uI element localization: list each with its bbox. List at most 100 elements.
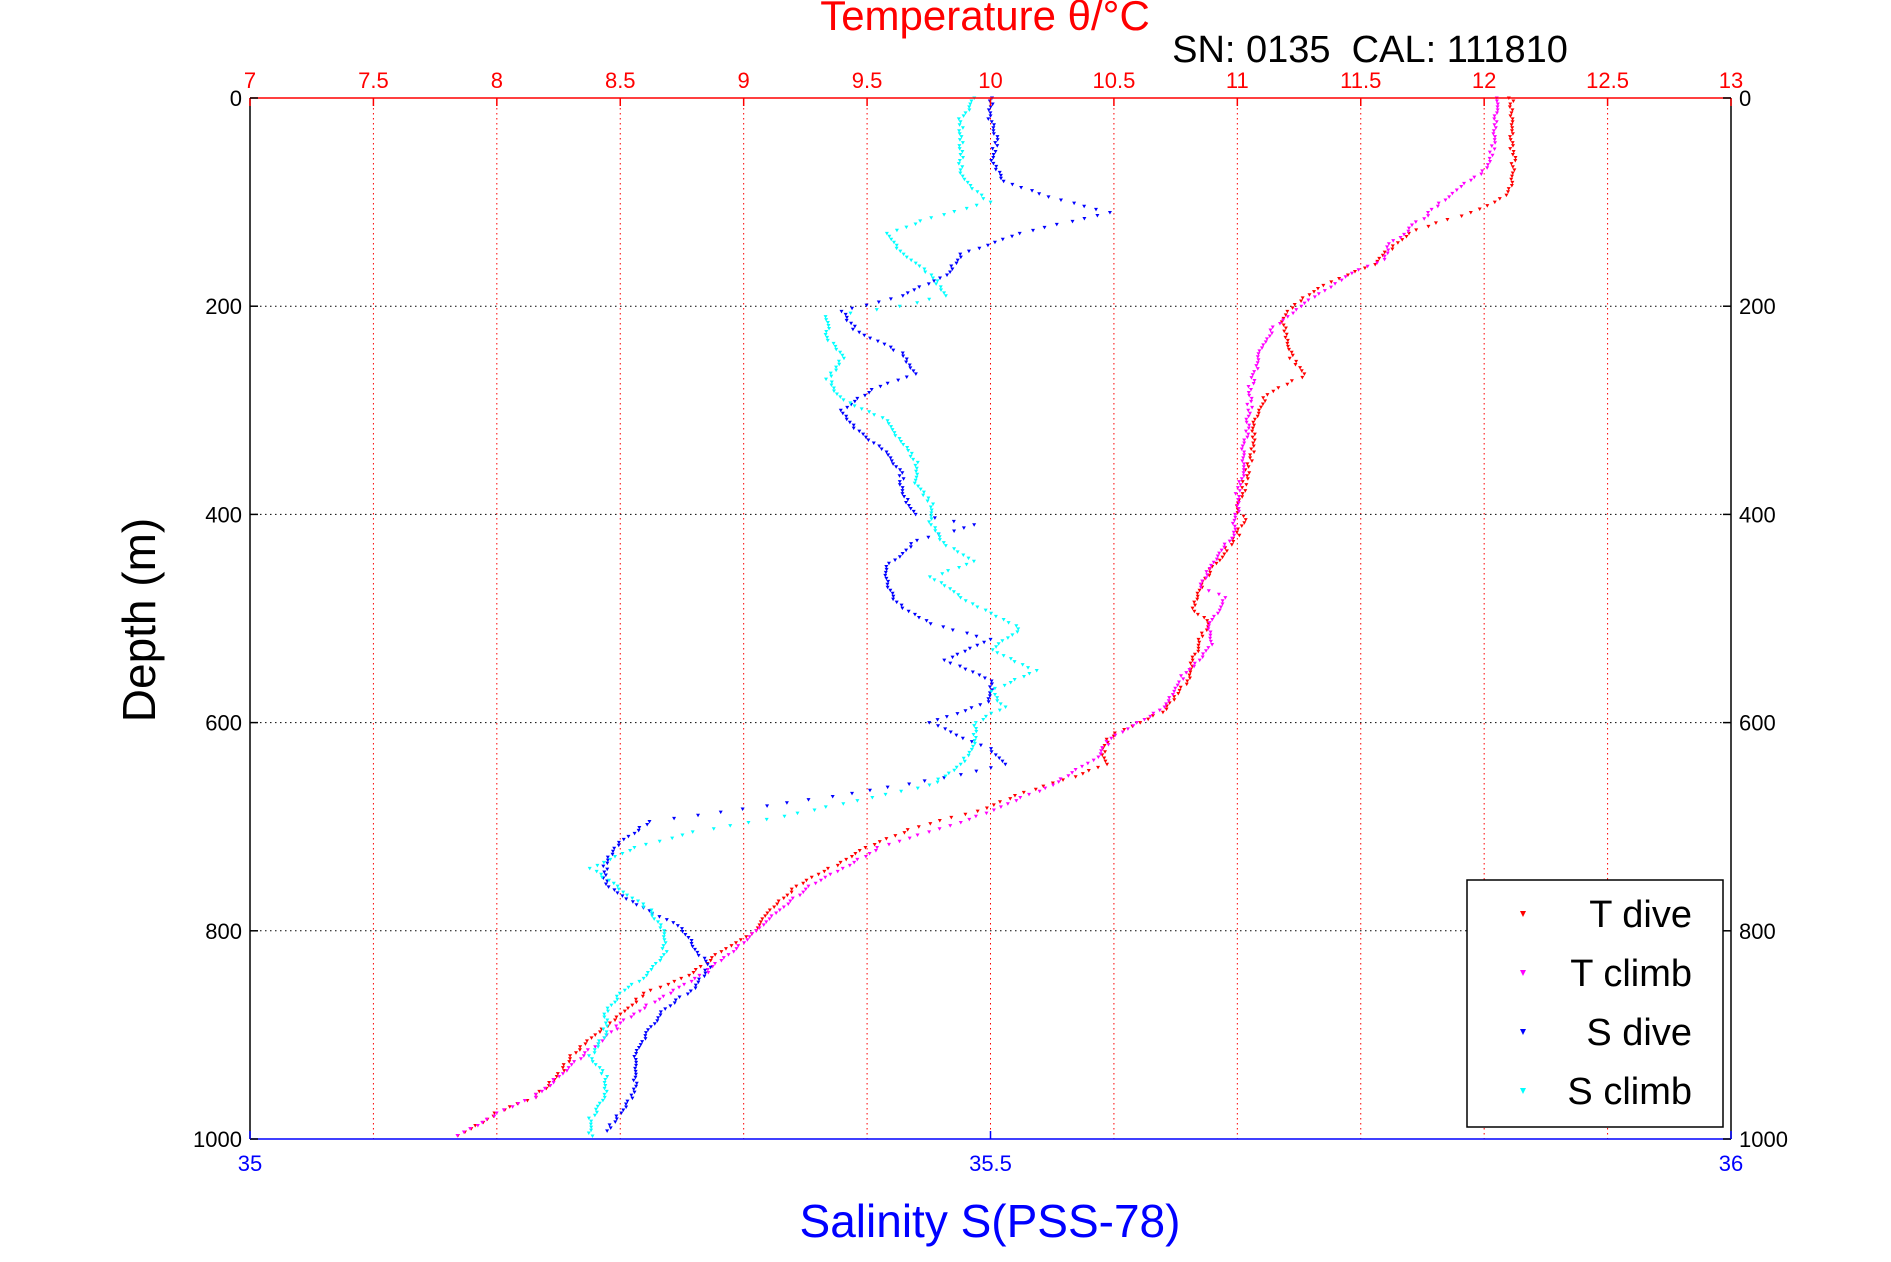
data-point — [991, 126, 996, 130]
data-point — [605, 861, 610, 866]
data-point — [781, 905, 786, 910]
data-point — [589, 1036, 594, 1040]
data-point — [605, 867, 610, 872]
data-point — [853, 851, 858, 856]
data-point — [1248, 453, 1253, 457]
data-point — [1086, 768, 1091, 773]
data-point — [1492, 123, 1497, 127]
data-point — [653, 962, 658, 966]
data-point — [992, 686, 997, 691]
data-point — [1247, 471, 1252, 475]
data-point — [991, 132, 996, 136]
data-point — [604, 1033, 609, 1037]
data-point — [671, 921, 676, 925]
data-point — [1246, 426, 1251, 431]
data-point — [1005, 802, 1010, 806]
data-point — [763, 914, 768, 918]
data-point — [974, 730, 979, 734]
data-point — [1151, 711, 1156, 716]
data-point — [630, 896, 635, 901]
data-point — [1510, 120, 1515, 124]
data-point — [1491, 132, 1496, 136]
data-point — [1170, 692, 1175, 697]
data-point — [1386, 248, 1391, 252]
data-point — [633, 1069, 638, 1074]
data-point — [914, 475, 919, 480]
legend-label: S dive — [1586, 1012, 1692, 1054]
data-point — [1443, 198, 1448, 203]
data-point — [602, 1036, 607, 1040]
data-point — [927, 721, 932, 725]
data-point — [786, 902, 791, 907]
data-point — [653, 1000, 658, 1005]
data-point — [897, 839, 902, 844]
data-point — [963, 709, 968, 713]
data-point — [993, 753, 998, 757]
top-tick-label: 9.5 — [852, 68, 883, 93]
data-point — [893, 834, 898, 838]
data-point — [844, 857, 849, 862]
data-point — [857, 330, 862, 335]
data-point — [1254, 364, 1259, 368]
data-point — [1204, 649, 1209, 653]
data-point — [619, 1111, 624, 1115]
data-point — [507, 1105, 512, 1109]
data-point — [598, 1030, 603, 1034]
data-point — [461, 1130, 466, 1135]
data-point — [1386, 242, 1391, 246]
bottom-tick-label: 35 — [238, 1151, 262, 1176]
data-point — [1299, 369, 1304, 373]
data-point — [647, 819, 652, 824]
data-point — [1206, 624, 1211, 628]
data-point — [888, 297, 893, 301]
data-point — [1173, 686, 1178, 691]
data-point — [891, 594, 896, 599]
data-point — [950, 267, 955, 272]
data-point — [937, 538, 942, 542]
data-point — [1207, 567, 1212, 571]
data-point — [1244, 417, 1249, 422]
data-point — [1237, 489, 1242, 493]
data-point — [986, 697, 991, 701]
data-point — [1187, 673, 1192, 678]
data-point — [877, 444, 882, 448]
data-point — [1058, 777, 1063, 781]
data-point — [586, 1116, 591, 1121]
data-point — [1027, 672, 1032, 676]
data-point — [995, 144, 1000, 148]
data-point — [1037, 192, 1042, 196]
data-point — [664, 950, 669, 954]
data-point — [1195, 612, 1200, 617]
data-point — [668, 1004, 673, 1008]
data-point — [894, 246, 899, 251]
data-point — [884, 567, 889, 572]
data-point — [1377, 256, 1382, 261]
data-point — [596, 1042, 601, 1046]
data-point — [957, 664, 962, 669]
data-point — [1252, 438, 1257, 443]
data-point — [957, 565, 962, 570]
data-point — [638, 1043, 643, 1047]
data-point — [1250, 429, 1255, 434]
data-point — [844, 417, 849, 422]
data-point — [912, 612, 917, 617]
data-point — [1508, 135, 1513, 139]
data-point — [943, 294, 948, 298]
data-point — [562, 1069, 567, 1073]
data-point — [958, 171, 963, 175]
data-point — [593, 1033, 598, 1037]
data-point — [765, 911, 770, 915]
data-point — [981, 197, 986, 201]
data-point — [1237, 533, 1242, 538]
data-point — [956, 593, 961, 597]
data-point — [913, 463, 918, 468]
data-point — [904, 548, 909, 553]
data-point — [1162, 705, 1167, 709]
data-point — [494, 1111, 499, 1115]
data-point — [605, 1009, 610, 1014]
data-point — [525, 1098, 530, 1103]
data-point — [867, 390, 872, 395]
data-point — [900, 489, 905, 493]
data-point — [1512, 168, 1517, 172]
data-point — [938, 276, 943, 280]
